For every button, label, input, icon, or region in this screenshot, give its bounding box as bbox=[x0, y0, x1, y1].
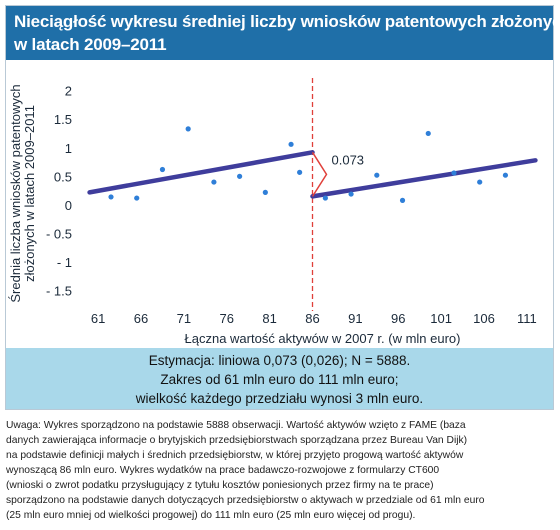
figure-title: Nieciągłość wykresu średniej liczby wnio… bbox=[6, 6, 560, 60]
y-tick-label: 0 bbox=[65, 198, 72, 213]
data-point bbox=[159, 166, 166, 173]
figure-frame bbox=[5, 5, 554, 410]
x-tick-label: 91 bbox=[348, 311, 362, 326]
estimation-line-1: Estymacja: liniowa 0,073 (0,026); N = 58… bbox=[148, 353, 411, 368]
fit-line bbox=[310, 158, 538, 199]
x-tick-label: 66 bbox=[134, 311, 148, 326]
y-tick-label: 1.5 bbox=[54, 112, 72, 127]
footnote: Uwaga: Wykres sporządzono na podstawie 5… bbox=[6, 418, 554, 523]
x-tick-label: 106 bbox=[473, 311, 495, 326]
footnote-line: na podstawie definicji małych i średnich… bbox=[6, 450, 464, 461]
x-tick-label: 76 bbox=[220, 311, 234, 326]
data-point bbox=[237, 173, 243, 179]
estimation-note: Estymacja: liniowa 0,073 (0,026); N = 58… bbox=[6, 348, 553, 409]
footnote-line: wynoszącą 86 mln euro. Wykres wydatków n… bbox=[6, 465, 440, 476]
data-point bbox=[425, 130, 431, 137]
scatter-chart: Średnia liczba wniosków patentowychzłożo… bbox=[8, 78, 538, 346]
y-tick-label: 0.5 bbox=[54, 169, 72, 184]
y-tick-label: - 0.5 bbox=[46, 227, 72, 242]
y-axis-title-line: złożonych w latach 2009–2011 bbox=[22, 105, 37, 282]
y-axis-title: Średnia liczba wniosków patentowychzłożo… bbox=[8, 84, 37, 302]
data-point bbox=[322, 195, 328, 201]
footnote-line: (25 mln euro mniej od wielkości progowej… bbox=[6, 510, 416, 521]
footnote-line: danych zawierająca informacje o brytyjsk… bbox=[6, 435, 468, 446]
x-tick-label: 81 bbox=[262, 311, 276, 326]
fit-line bbox=[87, 150, 315, 195]
y-tick-label: 1 bbox=[65, 141, 72, 156]
x-tick-label: 111 bbox=[517, 311, 537, 326]
x-tick-label: 86 bbox=[305, 311, 319, 326]
x-tick-label: 71 bbox=[177, 311, 191, 326]
estimation-line-2: Zakres od 61 mln euro do 111 mln euro; bbox=[160, 372, 399, 387]
data-point bbox=[297, 169, 303, 175]
data-point bbox=[477, 179, 483, 185]
x-tick-label: 61 bbox=[91, 311, 105, 326]
data-point bbox=[288, 141, 294, 147]
discontinuity-label: 0.073 bbox=[332, 152, 365, 167]
data-point bbox=[185, 126, 191, 132]
x-tick-label: 96 bbox=[391, 311, 405, 326]
title-line-2: w latach 2009–2011 bbox=[14, 35, 167, 54]
y-tick-label: - 1.5 bbox=[46, 284, 72, 299]
data-point bbox=[108, 194, 114, 200]
discontinuity-bracket bbox=[311, 151, 328, 197]
x-axis-title: Łączna wartość aktywów w 2007 r. (w mln … bbox=[185, 331, 461, 346]
plot-area: Średnia liczba wniosków patentowychzłożo… bbox=[6, 60, 553, 348]
data-point bbox=[374, 172, 380, 178]
y-tick-label: 2 bbox=[65, 84, 72, 99]
data-point bbox=[211, 179, 217, 185]
data-point bbox=[502, 172, 509, 178]
data-point bbox=[134, 195, 140, 201]
footnote-line: (wnioski o zwrot podatku przysługujący z… bbox=[6, 480, 434, 491]
footnote-line: sporządzono na podstawie danych dotycząc… bbox=[6, 495, 485, 506]
estimation-line-3: wielkość każdego przedziału wynosi 3 mln… bbox=[135, 391, 424, 406]
title-line-1: Nieciągłość wykresu średniej liczby wnio… bbox=[14, 12, 560, 31]
data-point bbox=[451, 170, 457, 176]
data-point bbox=[399, 197, 406, 203]
y-axis-title-line: Średnia liczba wniosków patentowych bbox=[8, 84, 23, 302]
data-point bbox=[348, 191, 354, 197]
y-tick-label: - 1 bbox=[57, 255, 72, 270]
data-point bbox=[262, 189, 268, 195]
footnote-line: Uwaga: Wykres sporządzono na podstawie 5… bbox=[6, 420, 466, 431]
x-tick-label: 101 bbox=[430, 311, 452, 326]
